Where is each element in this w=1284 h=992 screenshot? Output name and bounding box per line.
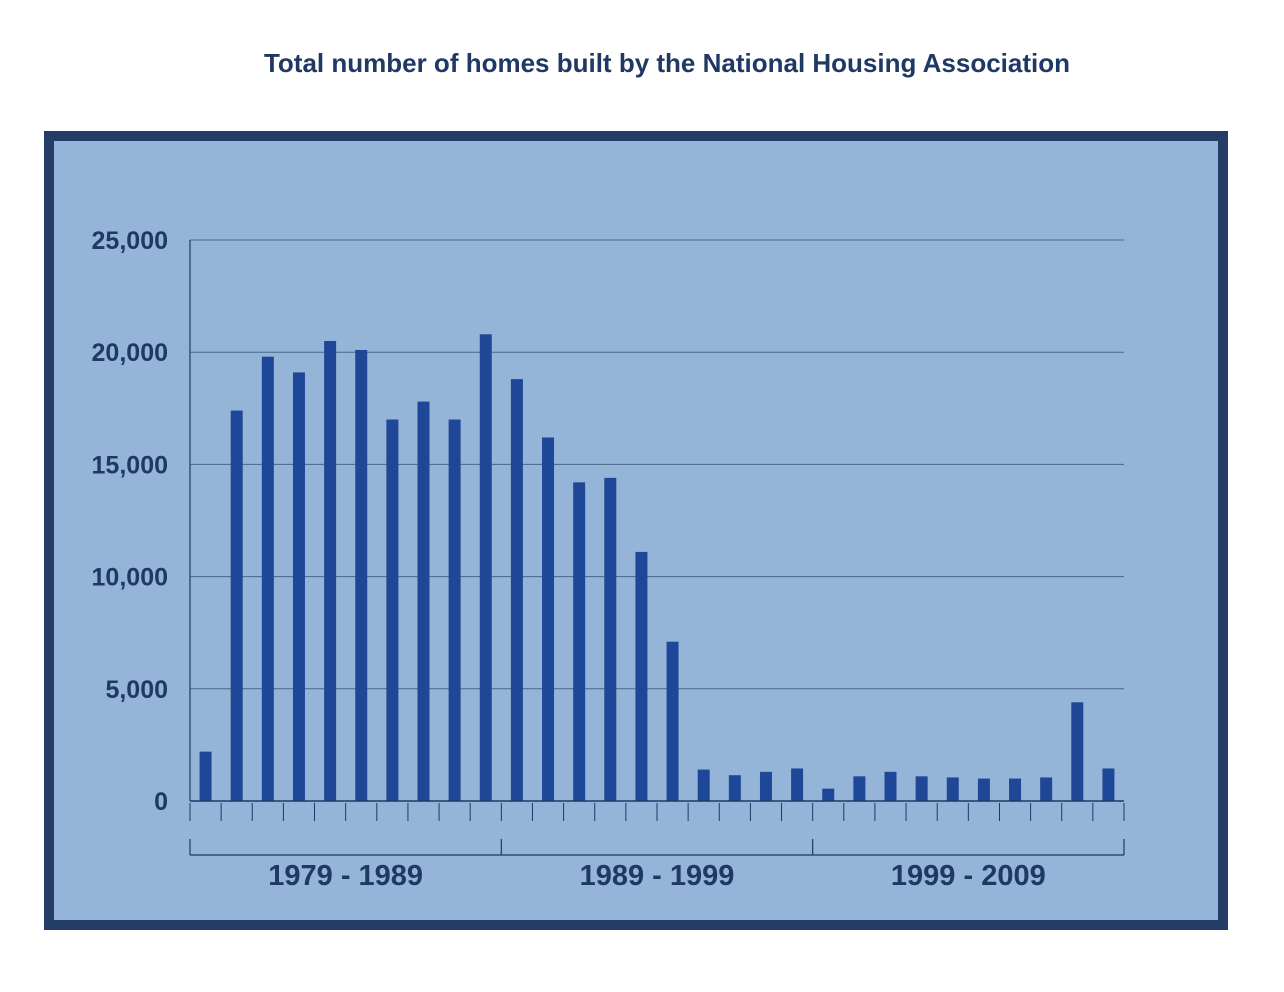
- bar: [853, 776, 866, 801]
- bar: [1071, 702, 1084, 801]
- bar: [635, 551, 648, 801]
- bar: [355, 349, 368, 801]
- y-tick-label: 15,000: [92, 451, 168, 479]
- x-group-label: 1999 - 2009: [891, 860, 1046, 892]
- y-tick-label: 5,000: [105, 676, 168, 704]
- axes: [189, 240, 1125, 856]
- y-tick-label: 25,000: [92, 227, 168, 255]
- bar: [261, 356, 274, 801]
- bar: [230, 410, 243, 801]
- x-group-label: 1979 - 1989: [268, 860, 423, 892]
- bar: [915, 776, 928, 801]
- bar: [791, 768, 804, 801]
- bar: [822, 788, 835, 801]
- bar: [946, 777, 959, 801]
- labels: 0 5,000 10,000 15,000 20,000 25,000 1979 - 198…: [92, 227, 1046, 892]
- bar: [666, 641, 679, 801]
- bar: [1102, 768, 1115, 801]
- bar: [448, 419, 461, 801]
- bar: [542, 437, 555, 801]
- bars: [199, 334, 1115, 801]
- bar: [1040, 777, 1053, 801]
- gridlines: [190, 239, 1124, 690]
- y-tick-label: 0: [154, 788, 168, 816]
- bar: [417, 401, 430, 801]
- bar: [386, 419, 399, 801]
- bar: [604, 477, 617, 801]
- y-tick-label: 20,000: [92, 339, 168, 367]
- bar: [697, 769, 710, 801]
- bar: [479, 334, 492, 801]
- bar: [728, 775, 741, 801]
- bar: [510, 379, 523, 801]
- bar: [759, 771, 772, 801]
- bar: [1009, 778, 1022, 801]
- bar: [199, 751, 212, 801]
- chart-title: Total number of homes built by the Natio…: [263, 48, 1071, 78]
- bar: [292, 372, 305, 801]
- bar: [977, 778, 990, 801]
- bar: [884, 771, 897, 801]
- y-tick-label: 10,000: [92, 564, 168, 592]
- bar: [573, 482, 586, 801]
- x-group-label: 1989 - 1999: [580, 860, 735, 892]
- bar: [324, 340, 337, 801]
